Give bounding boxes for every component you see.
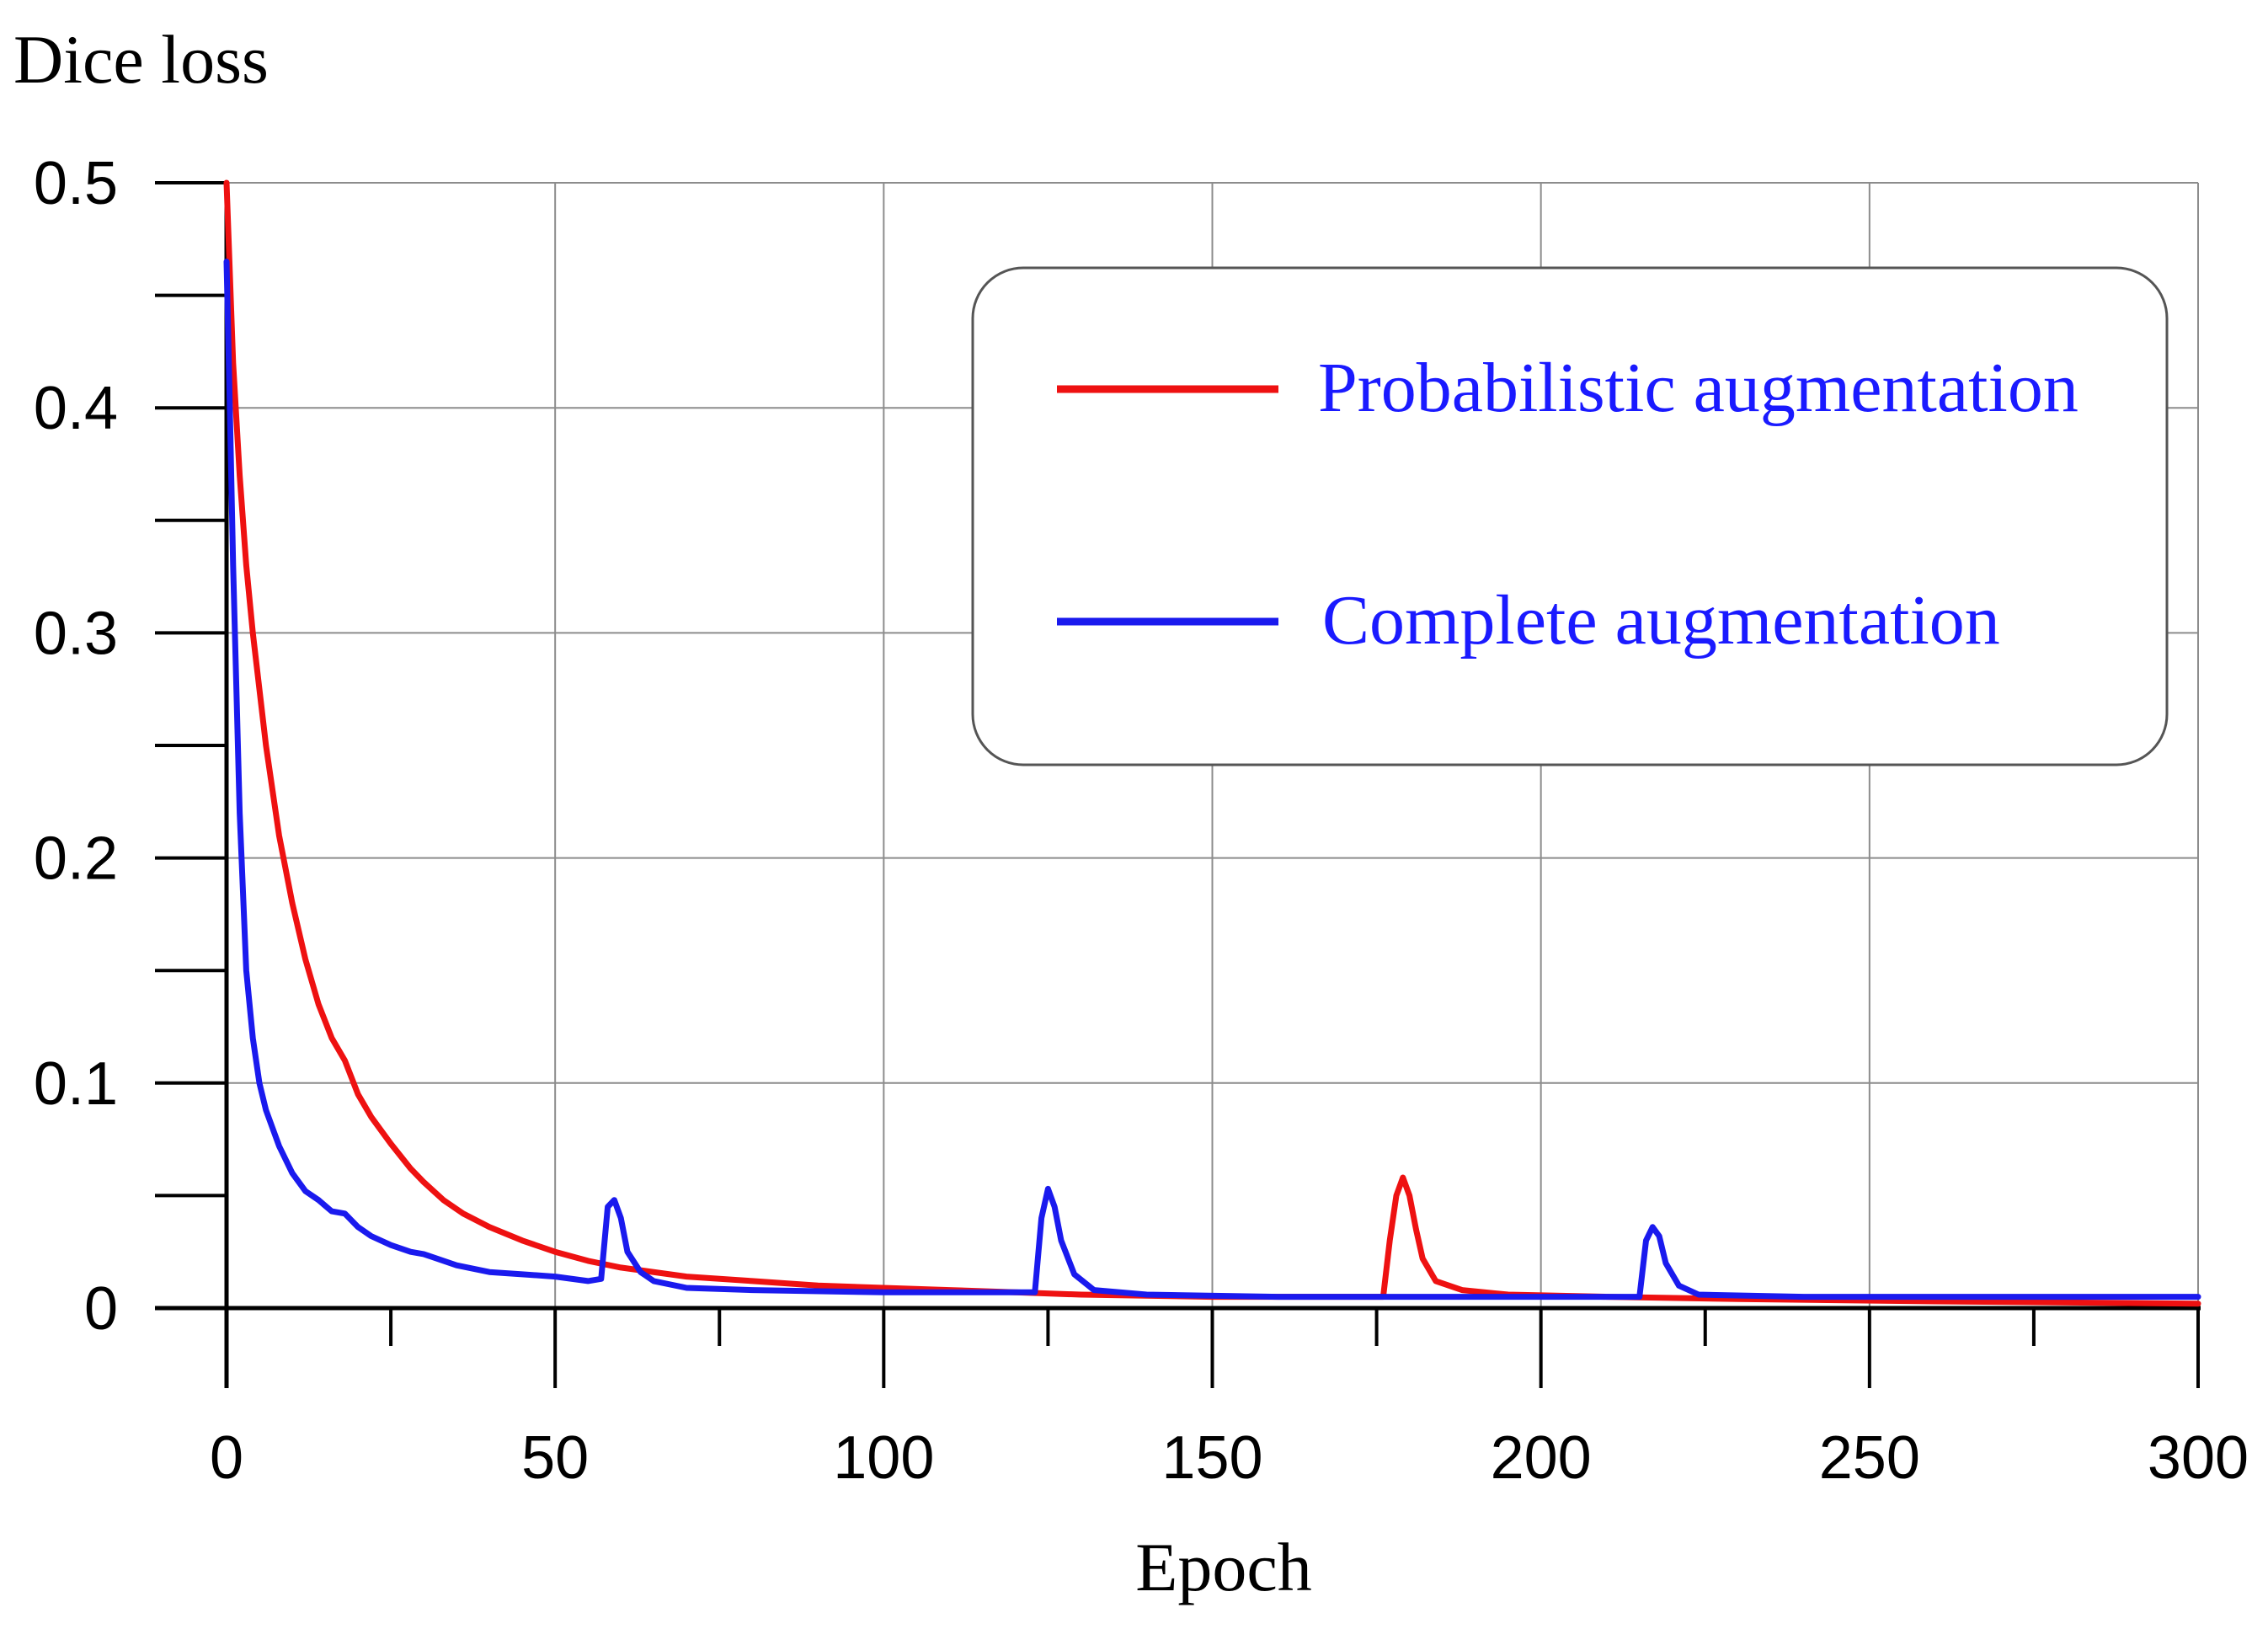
series-line-1 (223, 259, 2201, 1301)
legend-label-probabilistic: Probabilistic augmentation (1318, 349, 2079, 427)
legend-label-complete: Complete augmentation (1322, 581, 2000, 660)
y-tick-label: 0.4 (34, 375, 118, 442)
x-tick-label: 150 (1161, 1424, 1262, 1492)
x-tick-label: 0 (210, 1424, 243, 1492)
legend: Probabilistic augmentation Complete augm… (971, 266, 2169, 766)
x-tick-label: 50 (521, 1424, 589, 1492)
y-axis-title: Dice loss (13, 21, 269, 98)
tick-labels: 0 0.1 0.2 0.3 0.4 0.5 0 50 100 150 200 250 300 (34, 150, 2249, 1492)
x-tick-label: 100 (833, 1424, 934, 1492)
x-tick-label: 200 (1491, 1424, 1592, 1492)
x-tick-label: 250 (1819, 1424, 1920, 1492)
x-tick-label: 300 (2148, 1424, 2249, 1492)
y-tick-label: 0.2 (34, 825, 118, 893)
legend-box (971, 266, 2169, 766)
data-series (223, 179, 2201, 1307)
y-tick-label: 0.5 (34, 150, 118, 217)
x-axis-title: Epoch (1135, 1529, 1311, 1605)
y-tick-label: 0.1 (34, 1050, 118, 1118)
y-tick-label: 0 (84, 1275, 118, 1343)
y-tick-label: 0.3 (34, 600, 118, 667)
